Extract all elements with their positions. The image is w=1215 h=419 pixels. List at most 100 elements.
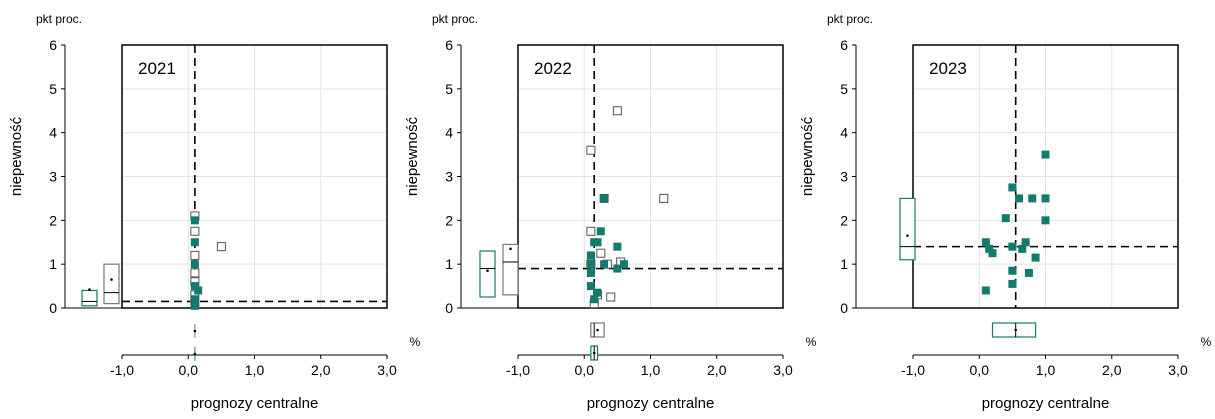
y-boxplot-mean	[110, 278, 113, 281]
x-tick-label: 3,0	[1168, 362, 1188, 378]
scatter-point-filled	[600, 260, 609, 269]
scatter-point-filled	[1008, 279, 1017, 288]
y-boxplot	[103, 263, 120, 305]
scatter-point-filled	[1024, 268, 1033, 277]
x-axis-title: prognozy centralne	[191, 395, 319, 412]
y-axis-title: niepewność	[404, 116, 421, 196]
scatter-point-filled	[190, 282, 199, 291]
y-axis-title: niepewność	[8, 116, 25, 196]
scatter-point-filled	[596, 227, 605, 236]
scatter-point-filled	[600, 194, 609, 203]
x-tick-label: 1,0	[1036, 362, 1056, 378]
x-tick-label: 1,0	[245, 362, 265, 378]
y-boxplot-mean	[88, 288, 91, 291]
panel-title: 2023	[929, 59, 967, 78]
scatter-point-filled	[1018, 244, 1027, 253]
x-tick-label: -1,0	[110, 362, 134, 378]
x-tick-label: 2,0	[707, 362, 727, 378]
x-unit-label: %	[410, 335, 421, 349]
scatter-point-open	[190, 226, 200, 236]
scatter-point-filled	[190, 301, 199, 310]
y-tick-label: 2	[840, 212, 848, 228]
y-tick-label: 4	[445, 125, 453, 141]
y-tick-label: 3	[840, 169, 848, 185]
y-tick-label: 0	[445, 300, 453, 316]
scatter-point-open	[216, 242, 226, 252]
scatter-point-filled	[586, 260, 595, 269]
x-tick-label: 3,0	[377, 362, 397, 378]
x-tick-label: 0,0	[970, 362, 990, 378]
scatter-point-filled	[1008, 266, 1017, 275]
y-tick-label: 5	[49, 81, 57, 97]
scatter-point-filled	[190, 238, 199, 247]
scatter-point-open	[659, 193, 669, 203]
x-boxplot-mean	[596, 328, 599, 332]
scatter-point-filled	[1021, 238, 1030, 247]
scatter-point-open	[612, 106, 622, 116]
x-tick-label: 0,0	[575, 362, 595, 378]
y-tick-label: 3	[49, 169, 57, 185]
scatter-point-filled	[593, 288, 602, 297]
y-tick-label: 4	[840, 125, 848, 141]
y-unit-label: pkt proc.	[827, 12, 873, 26]
scatter-point-filled	[981, 238, 990, 247]
scatter-point-filled	[190, 295, 199, 304]
x-boxplot-mean	[1014, 328, 1017, 332]
panel-title: 2021	[138, 59, 176, 78]
y-boxplot	[479, 250, 496, 298]
scatter-point-filled	[1028, 194, 1037, 203]
y-tick-label: 1	[445, 256, 453, 272]
y-tick-label: 6	[49, 37, 57, 53]
y-tick-label: 3	[445, 169, 453, 185]
x-tick-label: 2,0	[1102, 362, 1122, 378]
scatter-point-open	[596, 248, 606, 258]
scatter-point-filled	[620, 260, 628, 269]
y-tick-label: 2	[445, 212, 453, 228]
y-tick-label: 5	[445, 81, 453, 97]
y-tick-label: 1	[840, 256, 848, 272]
scatter-point-filled	[586, 268, 595, 277]
x-unit-label: %	[1201, 335, 1212, 349]
y-unit-label: pkt proc.	[36, 12, 82, 26]
scatter-point-filled	[586, 251, 595, 260]
x-tick-label: -1,0	[901, 362, 925, 378]
y-boxplot-mean	[906, 234, 909, 237]
x-tick-label: -1,0	[506, 362, 530, 378]
plot-frame	[517, 44, 784, 309]
scatter-point-filled	[981, 286, 990, 295]
scatter-point-filled	[590, 295, 599, 304]
scatter-point-filled	[1001, 214, 1010, 223]
scatter-point-filled	[1008, 242, 1017, 251]
scatter-point-filled	[190, 260, 199, 269]
y-boxplot-mean	[486, 269, 489, 273]
scatter-point-open	[586, 145, 596, 155]
y-boxplot	[502, 243, 519, 296]
y-tick-label: 0	[840, 300, 848, 316]
scatter-point-filled	[613, 242, 622, 251]
scatter-point-filled	[1041, 194, 1050, 203]
x-axis-title: prognozy centralne	[982, 395, 1110, 412]
x-tick-label: 3,0	[773, 362, 793, 378]
x-unit-label: %	[806, 335, 817, 349]
x-tick-label: 2,0	[311, 362, 331, 378]
y-tick-label: 4	[49, 125, 57, 141]
scatter-point-open	[190, 250, 200, 260]
y-tick-label: 6	[840, 37, 848, 53]
scatter-point-filled	[194, 286, 203, 295]
y-unit-label: pkt proc.	[432, 12, 478, 26]
scatter-point-filled	[1041, 216, 1050, 225]
scatter-point-filled	[1008, 183, 1017, 192]
scatter-point-filled	[1031, 253, 1040, 262]
x-boxplot-mean	[193, 352, 197, 356]
y-boxplot	[81, 289, 98, 307]
scatter-point-filled	[190, 216, 199, 225]
x-tick-label: 0,0	[179, 362, 199, 378]
plot-frame	[121, 44, 388, 309]
scatter-point-filled	[1015, 194, 1023, 203]
x-tick-label: 1,0	[641, 362, 661, 378]
x-boxplot	[991, 322, 1037, 338]
scatter-point-filled	[586, 282, 595, 291]
x-boxplot-mean	[193, 329, 197, 333]
